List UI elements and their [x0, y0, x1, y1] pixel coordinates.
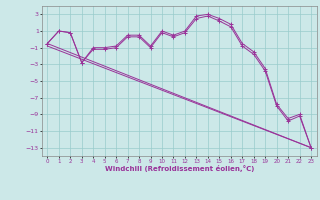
X-axis label: Windchill (Refroidissement éolien,°C): Windchill (Refroidissement éolien,°C)	[105, 165, 254, 172]
